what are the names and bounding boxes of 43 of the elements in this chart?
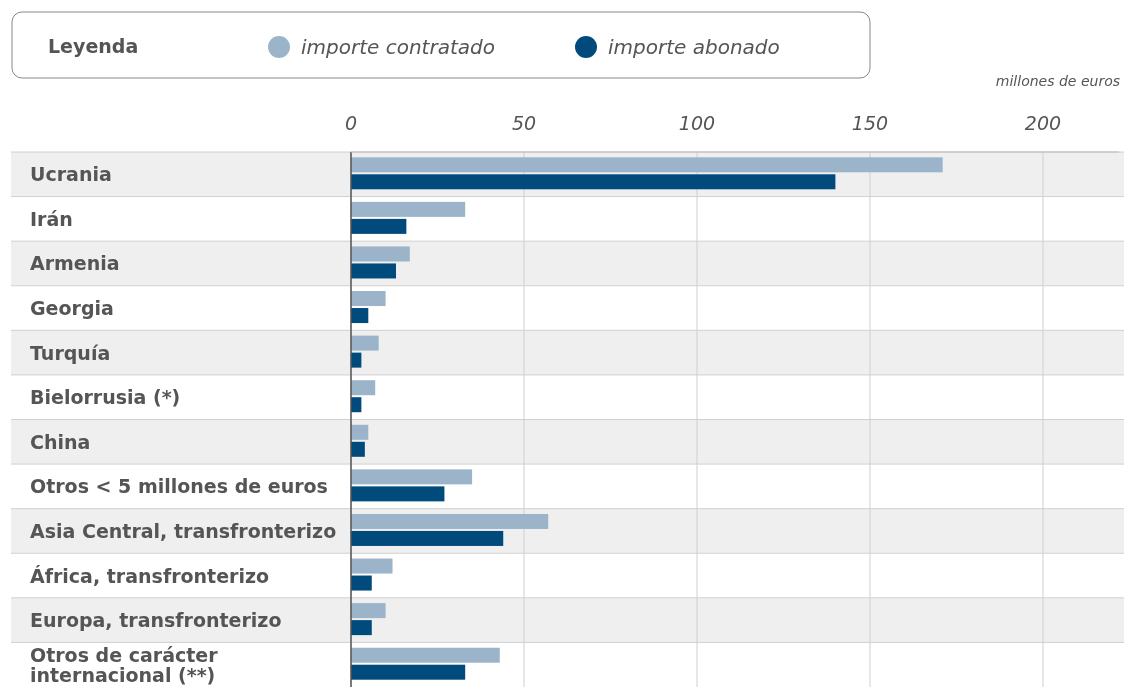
bar xyxy=(351,218,407,234)
y-tick-label: Irán xyxy=(30,207,73,230)
bar xyxy=(351,441,365,457)
legend-label: importe abonado xyxy=(608,35,780,59)
bar xyxy=(351,246,410,262)
bar xyxy=(351,263,396,279)
bar xyxy=(351,380,376,396)
bar xyxy=(351,603,386,619)
bar xyxy=(351,647,500,663)
x-tick-label: 0 xyxy=(344,112,358,134)
y-tick-label: Georgia xyxy=(30,297,114,320)
bar xyxy=(351,558,393,574)
bar xyxy=(351,620,372,636)
x-tick-label: 150 xyxy=(851,112,889,134)
x-tick-label: 50 xyxy=(511,112,537,134)
bar xyxy=(351,530,504,546)
y-tick-label: Turquía xyxy=(30,341,111,364)
y-tick-label: Bielorrusia (*) xyxy=(30,386,181,409)
y-tick-label: Ucrania xyxy=(30,163,112,186)
bar xyxy=(351,575,372,591)
y-tick-label: Europa, transfronterizo xyxy=(30,609,282,632)
bar xyxy=(351,664,466,680)
y-tick-label: Otros de carácter internacional (**) xyxy=(30,643,219,686)
x-axis-title: millones de euros xyxy=(995,73,1120,89)
bar xyxy=(351,157,943,173)
x-tick-label: 100 xyxy=(678,112,716,134)
y-tick-label: Otros < 5 millones de euros xyxy=(30,475,328,498)
bar xyxy=(351,201,466,217)
bar xyxy=(351,469,473,485)
y-tick-label: África, transfronterizo xyxy=(30,564,270,587)
bar xyxy=(351,335,379,351)
legend-title: Leyenda xyxy=(48,35,139,57)
y-tick-label: Armenia xyxy=(30,252,120,275)
y-tick-label: China xyxy=(30,430,91,453)
bar xyxy=(351,308,369,324)
x-tick-label: 200 xyxy=(1024,112,1062,134)
bar xyxy=(351,513,549,529)
bar xyxy=(351,486,445,502)
bar xyxy=(351,424,369,440)
y-tick-label: Asia Central, transfronterizo xyxy=(30,519,337,542)
legend-label: importe contratado xyxy=(301,35,495,59)
bar xyxy=(351,174,836,190)
bar xyxy=(351,291,386,307)
